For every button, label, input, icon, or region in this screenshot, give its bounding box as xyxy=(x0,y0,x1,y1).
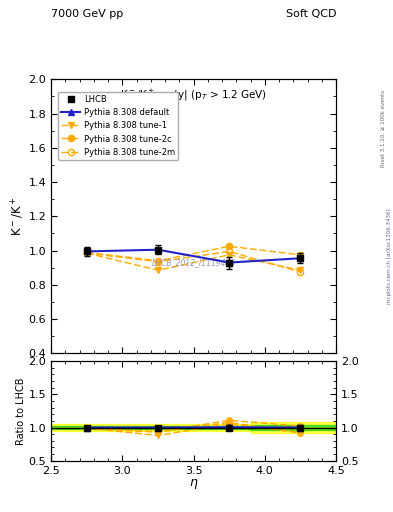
Text: mcplots.cern.ch [arXiv:1306.3436]: mcplots.cern.ch [arXiv:1306.3436] xyxy=(387,208,391,304)
Y-axis label: K$^-$/K$^+$: K$^-$/K$^+$ xyxy=(9,197,26,236)
X-axis label: $\eta$: $\eta$ xyxy=(189,477,198,491)
Text: Soft QCD: Soft QCD xyxy=(286,9,336,19)
Text: K$^-$/K$^+$ vs |y| (p$_T$ > 1.2 GeV): K$^-$/K$^+$ vs |y| (p$_T$ > 1.2 GeV) xyxy=(120,88,267,103)
Text: LHCB_2012_I1119400: LHCB_2012_I1119400 xyxy=(151,259,236,267)
Text: Rivet 3.1.10, ≥ 100k events: Rivet 3.1.10, ≥ 100k events xyxy=(381,90,386,166)
Y-axis label: Ratio to LHCB: Ratio to LHCB xyxy=(16,377,26,444)
Text: 7000 GeV pp: 7000 GeV pp xyxy=(51,9,123,19)
Legend: LHCB, Pythia 8.308 default, Pythia 8.308 tune-1, Pythia 8.308 tune-2c, Pythia 8.: LHCB, Pythia 8.308 default, Pythia 8.308… xyxy=(58,92,178,160)
